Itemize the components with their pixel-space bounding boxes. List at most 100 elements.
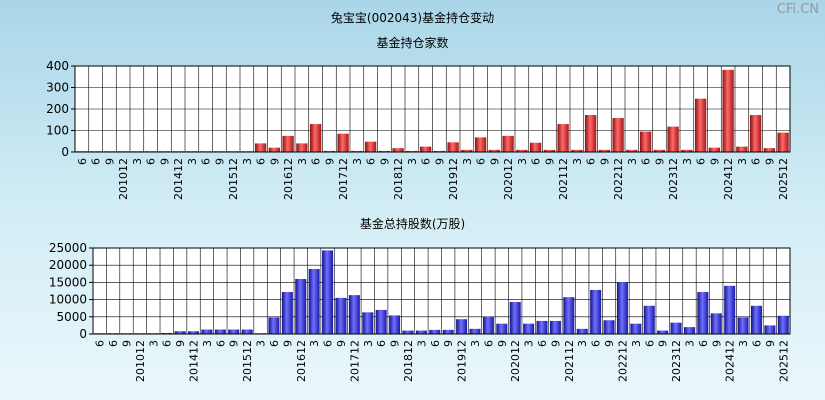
top-y-tick-label: 200 — [46, 102, 69, 116]
bottom-bar — [161, 332, 173, 334]
bottom-x-tick-label: 6 — [268, 340, 281, 347]
bottom-bar — [697, 292, 709, 334]
top-x-tick-label: 201512 — [227, 158, 240, 200]
top-x-tick-label: 6 — [695, 158, 708, 165]
bottom-bar — [295, 278, 307, 334]
bottom-x-tick-label: 3 — [415, 340, 428, 347]
top-x-tick-label: 201612 — [282, 158, 295, 200]
top-x-tick-label: 9 — [598, 158, 611, 165]
bottom-bar — [228, 329, 240, 334]
bottom-x-tick-label: 9 — [174, 340, 187, 347]
bottom-x-tick-label: 6 — [161, 340, 174, 347]
bottom-x-tick-label: 3 — [683, 340, 696, 347]
bottom-x-tick-label: 3 — [201, 340, 214, 347]
top-bar — [351, 150, 363, 152]
top-x-tick-label: 9 — [488, 158, 501, 165]
bottom-bar — [670, 322, 682, 334]
top-y-tick-label: 0 — [61, 145, 69, 159]
bottom-x-tick-label: 3 — [362, 340, 375, 347]
bottom-x-tick-label: 202012 — [509, 340, 522, 382]
top-bar — [406, 150, 418, 152]
top-x-tick-label: 9 — [433, 158, 446, 165]
bottom-bar — [509, 302, 521, 334]
bottom-bar — [308, 268, 320, 334]
bottom-bar — [429, 329, 441, 334]
bottom-bar — [549, 320, 561, 334]
top-bar — [626, 149, 638, 152]
bottom-x-tick-label: 6 — [107, 340, 120, 347]
top-y-tick-label: 300 — [46, 81, 69, 95]
top-x-tick-label: 3 — [461, 158, 474, 165]
bottom-bar — [348, 295, 360, 334]
top-bar — [337, 133, 349, 152]
top-bar — [557, 124, 569, 152]
bottom-bar — [777, 315, 789, 334]
top-x-tick-label: 202112 — [557, 158, 570, 200]
bottom-x-tick-label: 202312 — [670, 340, 683, 382]
watermark-logo: CFi.CN — [776, 2, 819, 17]
bottom-bar — [737, 317, 749, 334]
top-x-tick-label: 6 — [255, 158, 268, 165]
bottom-bar — [174, 331, 186, 334]
bottom-x-tick-label: 6 — [482, 340, 495, 347]
top-bar — [364, 141, 377, 152]
top-x-tick-label: 201812 — [392, 158, 405, 200]
bottom-y-tick-label: 10000 — [49, 293, 87, 307]
top-bar — [488, 149, 501, 152]
top-x-tick-label: 6 — [420, 158, 433, 165]
bottom-bar — [402, 330, 414, 334]
bottom-bar — [214, 329, 226, 334]
bottom-x-tick-label: 201912 — [456, 340, 469, 382]
bottom-x-tick-label: 9 — [228, 340, 241, 347]
bottom-x-tick-label: 6 — [697, 340, 710, 347]
bottom-bar — [389, 315, 401, 334]
top-bar — [433, 150, 446, 152]
bottom-x-tick-label: 9 — [281, 340, 294, 347]
top-bar — [694, 98, 707, 152]
bottom-bar — [442, 329, 454, 334]
top-bar — [736, 146, 748, 152]
bottom-y-tick-label: 5000 — [56, 310, 87, 324]
bottom-bar — [268, 317, 280, 334]
top-x-tick-label: 6 — [365, 158, 378, 165]
top-x-tick-label: 9 — [378, 158, 391, 165]
bottom-x-tick-label: 201512 — [241, 340, 254, 382]
top-bar — [708, 147, 721, 152]
top-bar — [763, 148, 776, 152]
bottom-x-tick-label: 3 — [630, 340, 643, 347]
top-x-tick-label: 6 — [585, 158, 598, 165]
top-bar — [571, 149, 583, 152]
top-x-tick-label: 3 — [186, 158, 199, 165]
top-x-tick-label: 9 — [708, 158, 721, 165]
bottom-x-tick-label: 202412 — [724, 340, 737, 382]
top-x-tick-label: 202412 — [722, 158, 735, 200]
bottom-bar — [603, 320, 615, 334]
top-x-tick-label: 3 — [571, 158, 584, 165]
top-x-tick-label: 201712 — [337, 158, 350, 200]
bottom-x-tick-label: 6 — [643, 340, 656, 347]
top-bar — [516, 149, 528, 152]
bottom-x-tick-label: 9 — [710, 340, 723, 347]
bottom-bar — [281, 292, 293, 334]
bottom-x-tick-label: 6 — [214, 340, 227, 347]
bottom-bar — [710, 313, 722, 334]
bottom-x-tick-label: 9 — [121, 340, 134, 347]
bottom-bar — [563, 297, 575, 334]
top-y-tick-label: 100 — [46, 124, 69, 138]
bottom-x-tick-label: 9 — [335, 340, 348, 347]
bottom-x-tick-label: 6 — [429, 340, 442, 347]
top-x-tick-label: 202012 — [502, 158, 515, 200]
top-bar — [254, 143, 267, 152]
top-bar — [392, 148, 404, 152]
top-bar — [681, 149, 693, 152]
bottom-x-tick-label: 9 — [764, 340, 777, 347]
bottom-x-tick-label: 3 — [308, 340, 321, 347]
bottom-x-tick-label: 3 — [469, 340, 482, 347]
top-bar — [667, 126, 679, 152]
top-bar — [419, 146, 432, 152]
bottom-y-tick-label: 25000 — [49, 241, 87, 255]
top-x-tick-label: 6 — [310, 158, 323, 165]
top-bar — [639, 131, 652, 152]
bottom-bar — [523, 323, 535, 334]
